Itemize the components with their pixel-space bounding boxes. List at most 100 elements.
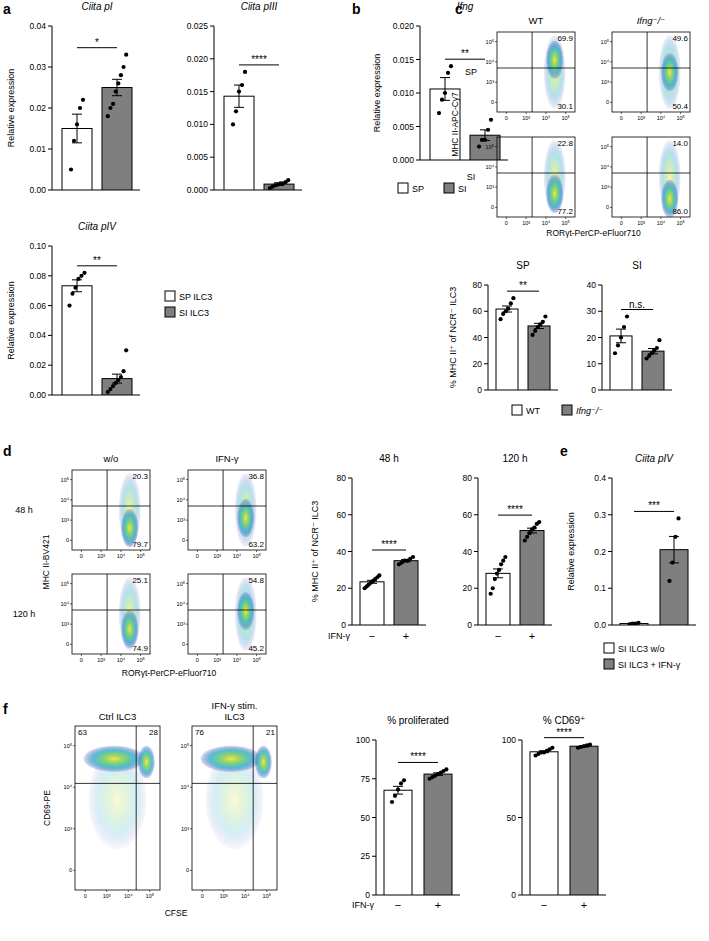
y-tick-label: 40 bbox=[587, 280, 597, 290]
gate-percentage: 79.7 bbox=[132, 540, 148, 549]
x-axis-label: CFSE bbox=[165, 908, 188, 918]
flow-x-tick bbox=[660, 112, 661, 114]
flow-y-tick bbox=[495, 61, 497, 62]
flow-y-tick-label: 10⁵ bbox=[601, 144, 609, 150]
y-tick bbox=[48, 275, 52, 276]
error-bar-cap bbox=[616, 342, 626, 343]
flow-y-tick-label: 10⁴ bbox=[61, 601, 70, 607]
data-point bbox=[234, 109, 238, 113]
flow-y-tick-label: 0 bbox=[606, 204, 609, 210]
legend-swatch bbox=[165, 291, 175, 301]
y-tick-label: 0.04 bbox=[29, 21, 46, 31]
flow-y-tick-label: 10³ bbox=[177, 621, 185, 627]
data-point bbox=[119, 73, 123, 77]
plot-marks bbox=[62, 53, 132, 190]
y-tick bbox=[210, 190, 214, 191]
legend: SPSI bbox=[398, 183, 467, 194]
y-axis bbox=[52, 246, 53, 395]
bar bbox=[528, 326, 550, 390]
error-bar bbox=[616, 329, 626, 343]
y-axis-label: Relative expression bbox=[566, 512, 576, 591]
flow-y-tick bbox=[73, 870, 75, 871]
flow-x-tick bbox=[680, 217, 681, 219]
density-cloud bbox=[235, 473, 257, 547]
y-tick bbox=[598, 337, 602, 338]
flow-events bbox=[201, 746, 272, 849]
data-point bbox=[537, 520, 541, 524]
legend: SI ILC3 w/oSI ILC3 + IFN-γ bbox=[604, 643, 681, 670]
flow-x-tick-label: 10⁵ bbox=[136, 553, 144, 559]
data-point bbox=[446, 71, 450, 75]
data-point bbox=[667, 579, 671, 583]
chart-title: Ciita pIII bbox=[241, 1, 278, 12]
significance-label: ** bbox=[461, 48, 469, 59]
gate-percentage: 63 bbox=[78, 728, 87, 737]
y-tick-label: 0.01 bbox=[29, 144, 46, 154]
significance-label: **** bbox=[251, 54, 267, 65]
flow-y-tick-label: 0 bbox=[66, 537, 69, 543]
column-header: Ifng⁻/⁻ bbox=[637, 15, 666, 26]
data-point bbox=[616, 343, 620, 347]
data-point bbox=[411, 555, 415, 559]
x-tick-label: + bbox=[581, 899, 587, 911]
flow-y-tick bbox=[186, 644, 188, 645]
plot-frame bbox=[188, 470, 266, 550]
plot-frame bbox=[192, 726, 277, 890]
bar bbox=[102, 379, 132, 395]
y-tick bbox=[348, 514, 352, 515]
data-point bbox=[477, 145, 481, 149]
x-tick-label: − bbox=[395, 899, 401, 911]
flow-y-tick-label: 10³ bbox=[61, 517, 69, 523]
y-axis-label: Relative expression bbox=[372, 54, 382, 133]
bar bbox=[384, 790, 412, 895]
flow-x-tick-label: 10⁵ bbox=[252, 553, 260, 559]
flow-x-tick-label: 0 bbox=[620, 115, 623, 121]
density-cloud bbox=[201, 746, 262, 772]
data-point bbox=[286, 178, 290, 182]
y-tick bbox=[518, 740, 522, 741]
data-point bbox=[670, 560, 674, 564]
chart-title: % proliferated bbox=[387, 715, 449, 726]
flow-x-tick bbox=[81, 654, 82, 656]
significance-label: ** bbox=[93, 255, 101, 266]
flow-x-tick bbox=[81, 550, 82, 552]
density-cloud bbox=[255, 746, 272, 779]
gate-percentage: 86.0 bbox=[672, 207, 688, 216]
row-label: SP bbox=[465, 67, 477, 77]
plot-marks bbox=[486, 520, 544, 625]
y-tick-label: 0.025 bbox=[187, 21, 209, 31]
flow-y-tick-label: 10⁴ bbox=[601, 164, 610, 170]
plot-frame bbox=[612, 137, 690, 217]
data-point bbox=[106, 114, 110, 118]
x-tick-label: + bbox=[529, 630, 535, 642]
y-tick bbox=[608, 478, 612, 479]
gate-line bbox=[223, 574, 224, 654]
flow-y-tick bbox=[70, 624, 72, 625]
data-point bbox=[525, 535, 529, 539]
flow-events bbox=[119, 577, 141, 651]
y-tick-label: 100 bbox=[356, 735, 370, 745]
y-tick bbox=[608, 625, 612, 626]
plot-marks bbox=[620, 516, 688, 625]
flow-y-tick-label: 10⁴ bbox=[61, 497, 70, 503]
gate-line bbox=[136, 726, 137, 890]
flow-y-tick bbox=[186, 624, 188, 625]
flow-y-tick bbox=[495, 146, 497, 147]
data-point bbox=[533, 329, 537, 333]
y-tick-label: 20 bbox=[473, 359, 483, 369]
significance-label: *** bbox=[648, 500, 660, 511]
plot-marks bbox=[360, 555, 418, 625]
flow-plot: 14.086.00010³10³10⁴10⁴10⁵10⁵ bbox=[601, 137, 690, 226]
flow-events bbox=[84, 746, 155, 849]
bar-chart: 0255075100% proliferated−+IFN-γ**** bbox=[352, 715, 460, 911]
legend-swatch bbox=[512, 405, 522, 415]
bar bbox=[424, 774, 452, 895]
flow-y-tick bbox=[495, 166, 497, 167]
y-tick-label: 40 bbox=[473, 333, 483, 343]
y-tick bbox=[484, 337, 488, 338]
y-tick-label: 25 bbox=[361, 851, 371, 861]
data-point bbox=[497, 568, 501, 572]
flow-x-tick-label: 10³ bbox=[220, 893, 228, 899]
y-tick-label: 0.02 bbox=[29, 103, 46, 113]
data-point bbox=[78, 106, 82, 110]
